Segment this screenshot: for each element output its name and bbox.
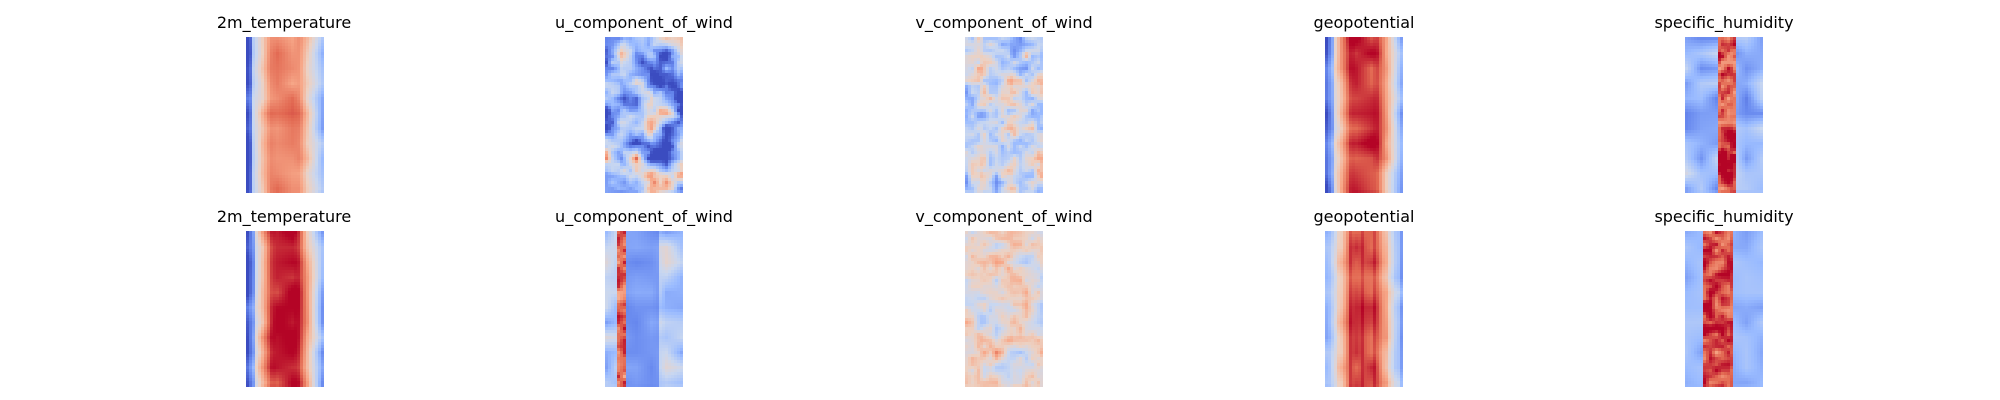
heatmap-svg [246,231,324,387]
heatmap-svg [965,37,1043,193]
panel-title: v_component_of_wind [915,207,1093,226]
heatmap-svg [1685,37,1763,193]
heatmap-image [1325,231,1403,387]
panel-title: specific_humidity [1654,207,1794,226]
panel-title: geopotential [1313,13,1415,32]
panel-title: 2m_temperature [216,13,352,32]
heatmap-svg [1325,231,1403,387]
heatmap-image [1685,37,1763,193]
heatmap-svg [1325,37,1403,193]
panel-title: u_component_of_wind [555,13,733,32]
panel-title: 2m_temperature [216,207,352,226]
panel-title: v_component_of_wind [915,13,1093,32]
heatmap-svg [965,231,1043,387]
heatmap-svg [246,37,324,193]
heatmap-image [246,37,324,193]
heatmap-image [965,37,1043,193]
panel-title: specific_humidity [1654,13,1794,32]
heatmap-image [965,231,1043,387]
panel-title: u_component_of_wind [555,207,733,226]
heatmap-image [1325,37,1403,193]
heatmap-image [605,37,683,193]
heatmap-svg [605,37,683,193]
heatmap-image [1685,231,1763,387]
heatmap-image [246,231,324,387]
heatmap-svg [605,231,683,387]
heatmap-image [605,231,683,387]
heatmap-svg [1685,231,1763,387]
panel-title: geopotential [1313,207,1415,226]
